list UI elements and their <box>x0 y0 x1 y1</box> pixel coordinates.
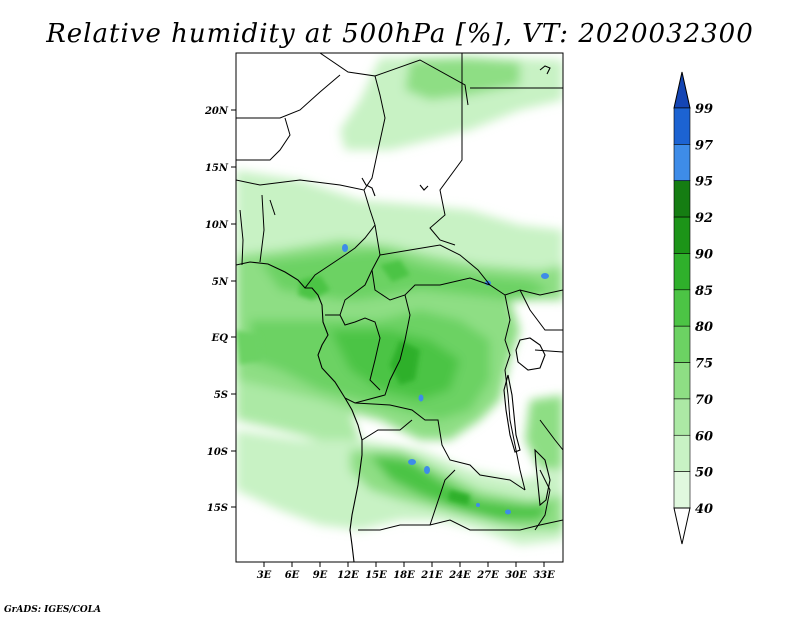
humidity-shading-detail <box>236 260 470 505</box>
border-line <box>236 74 341 119</box>
lat-tick-label: 5S <box>214 390 228 401</box>
map-panel <box>235 52 564 563</box>
colorbar-level-label: 99 <box>695 102 713 117</box>
political-boundaries <box>236 53 563 562</box>
colorbar-box <box>673 253 691 291</box>
lon-tick-label: 24E <box>448 570 471 581</box>
colorbar-box <box>673 216 691 254</box>
lon-tick-label: 15E <box>365 570 387 581</box>
colorbar-box <box>673 325 691 363</box>
lake-outline <box>515 337 546 371</box>
colorbar-level-label: 90 <box>695 247 713 262</box>
colorbar-bottom-triangle <box>673 507 691 545</box>
lat-tick-label: 20N <box>204 106 229 117</box>
border-line <box>539 419 563 451</box>
humidity-shading-broad <box>236 56 563 545</box>
colorbar-box <box>673 471 691 509</box>
coastline <box>236 261 363 562</box>
border-line <box>374 59 469 106</box>
colorbar: 99 97 95 92 90 85 80 75 70 60 50 40 <box>673 71 713 545</box>
colorbar-level-label: 92 <box>695 211 713 226</box>
humidity-field <box>236 56 563 545</box>
lat-tick-label: 5N <box>212 277 229 288</box>
lon-tick-label: 27E <box>476 570 499 581</box>
colorbar-box <box>673 434 691 472</box>
lake-outline <box>539 65 551 75</box>
border-line <box>519 289 563 331</box>
border-line <box>429 469 456 526</box>
colorbar-level-label: 95 <box>695 175 713 190</box>
border-line <box>358 519 563 531</box>
colorbar-level-label: 40 <box>695 502 713 517</box>
colorbar-box <box>673 289 691 327</box>
colorbar-level-label: 60 <box>695 429 713 444</box>
colorbar-box <box>673 180 691 218</box>
border-line <box>379 244 563 296</box>
border-line <box>361 419 413 441</box>
border-line <box>429 53 463 246</box>
colorbar-level-label: 50 <box>695 466 713 481</box>
border-line <box>354 402 526 491</box>
border-line <box>344 294 411 404</box>
lake-outline <box>503 374 521 453</box>
lon-tick-label: 6E <box>285 570 300 581</box>
longitude-axis: 3E 6E 9E 12E 15E 18E 21E 24E 27E 30E 33E <box>257 562 555 581</box>
lon-tick-label: 21E <box>420 570 443 581</box>
lon-tick-label: 30E <box>505 570 527 581</box>
border-line <box>239 209 244 266</box>
border-line <box>319 53 386 191</box>
lake-outline <box>534 448 551 507</box>
colorbar-box <box>673 362 691 400</box>
colorbar-level-label: 70 <box>695 393 713 408</box>
colorbar-level-label: 80 <box>695 320 713 335</box>
lon-tick-label: 12E <box>337 570 359 581</box>
border-line <box>339 314 381 391</box>
lat-tick-label: 10S <box>207 447 228 458</box>
lon-tick-label: 33E <box>533 570 555 581</box>
lon-tick-label: 9E <box>313 570 328 581</box>
map-frame <box>235 52 564 563</box>
colorbar-level-label: 75 <box>695 357 713 372</box>
lon-tick-label: 18E <box>393 570 415 581</box>
latitude-axis: 20N 15N 10N 5N EQ 5S 10S 15S <box>204 106 236 514</box>
colorbar-box <box>673 144 691 182</box>
border-line <box>534 469 551 531</box>
colorbar-top-triangle <box>673 71 691 109</box>
lake-outline <box>419 184 429 191</box>
colorbar-box <box>673 398 691 436</box>
colorbar-box <box>673 107 691 145</box>
border-line <box>534 349 563 353</box>
border-line <box>371 269 491 301</box>
colorbar-level-label: 85 <box>695 284 713 299</box>
border-line <box>236 117 291 161</box>
colorbar-level-label: 97 <box>695 138 713 153</box>
lake-outline <box>361 177 376 197</box>
high-humidity-spots <box>342 244 549 515</box>
lat-tick-label: EQ <box>211 333 229 344</box>
lat-tick-label: 15N <box>205 163 229 174</box>
border-line <box>259 194 265 263</box>
lon-tick-label: 3E <box>257 570 272 581</box>
lat-tick-label: 10N <box>205 220 229 231</box>
border-line <box>269 199 276 216</box>
lat-tick-label: 15S <box>207 503 228 514</box>
chart-title: Relative humidity at 500hPa [%], VT: 202… <box>45 19 754 49</box>
credit-footer: GrADS: IGES/COLA <box>4 605 101 615</box>
